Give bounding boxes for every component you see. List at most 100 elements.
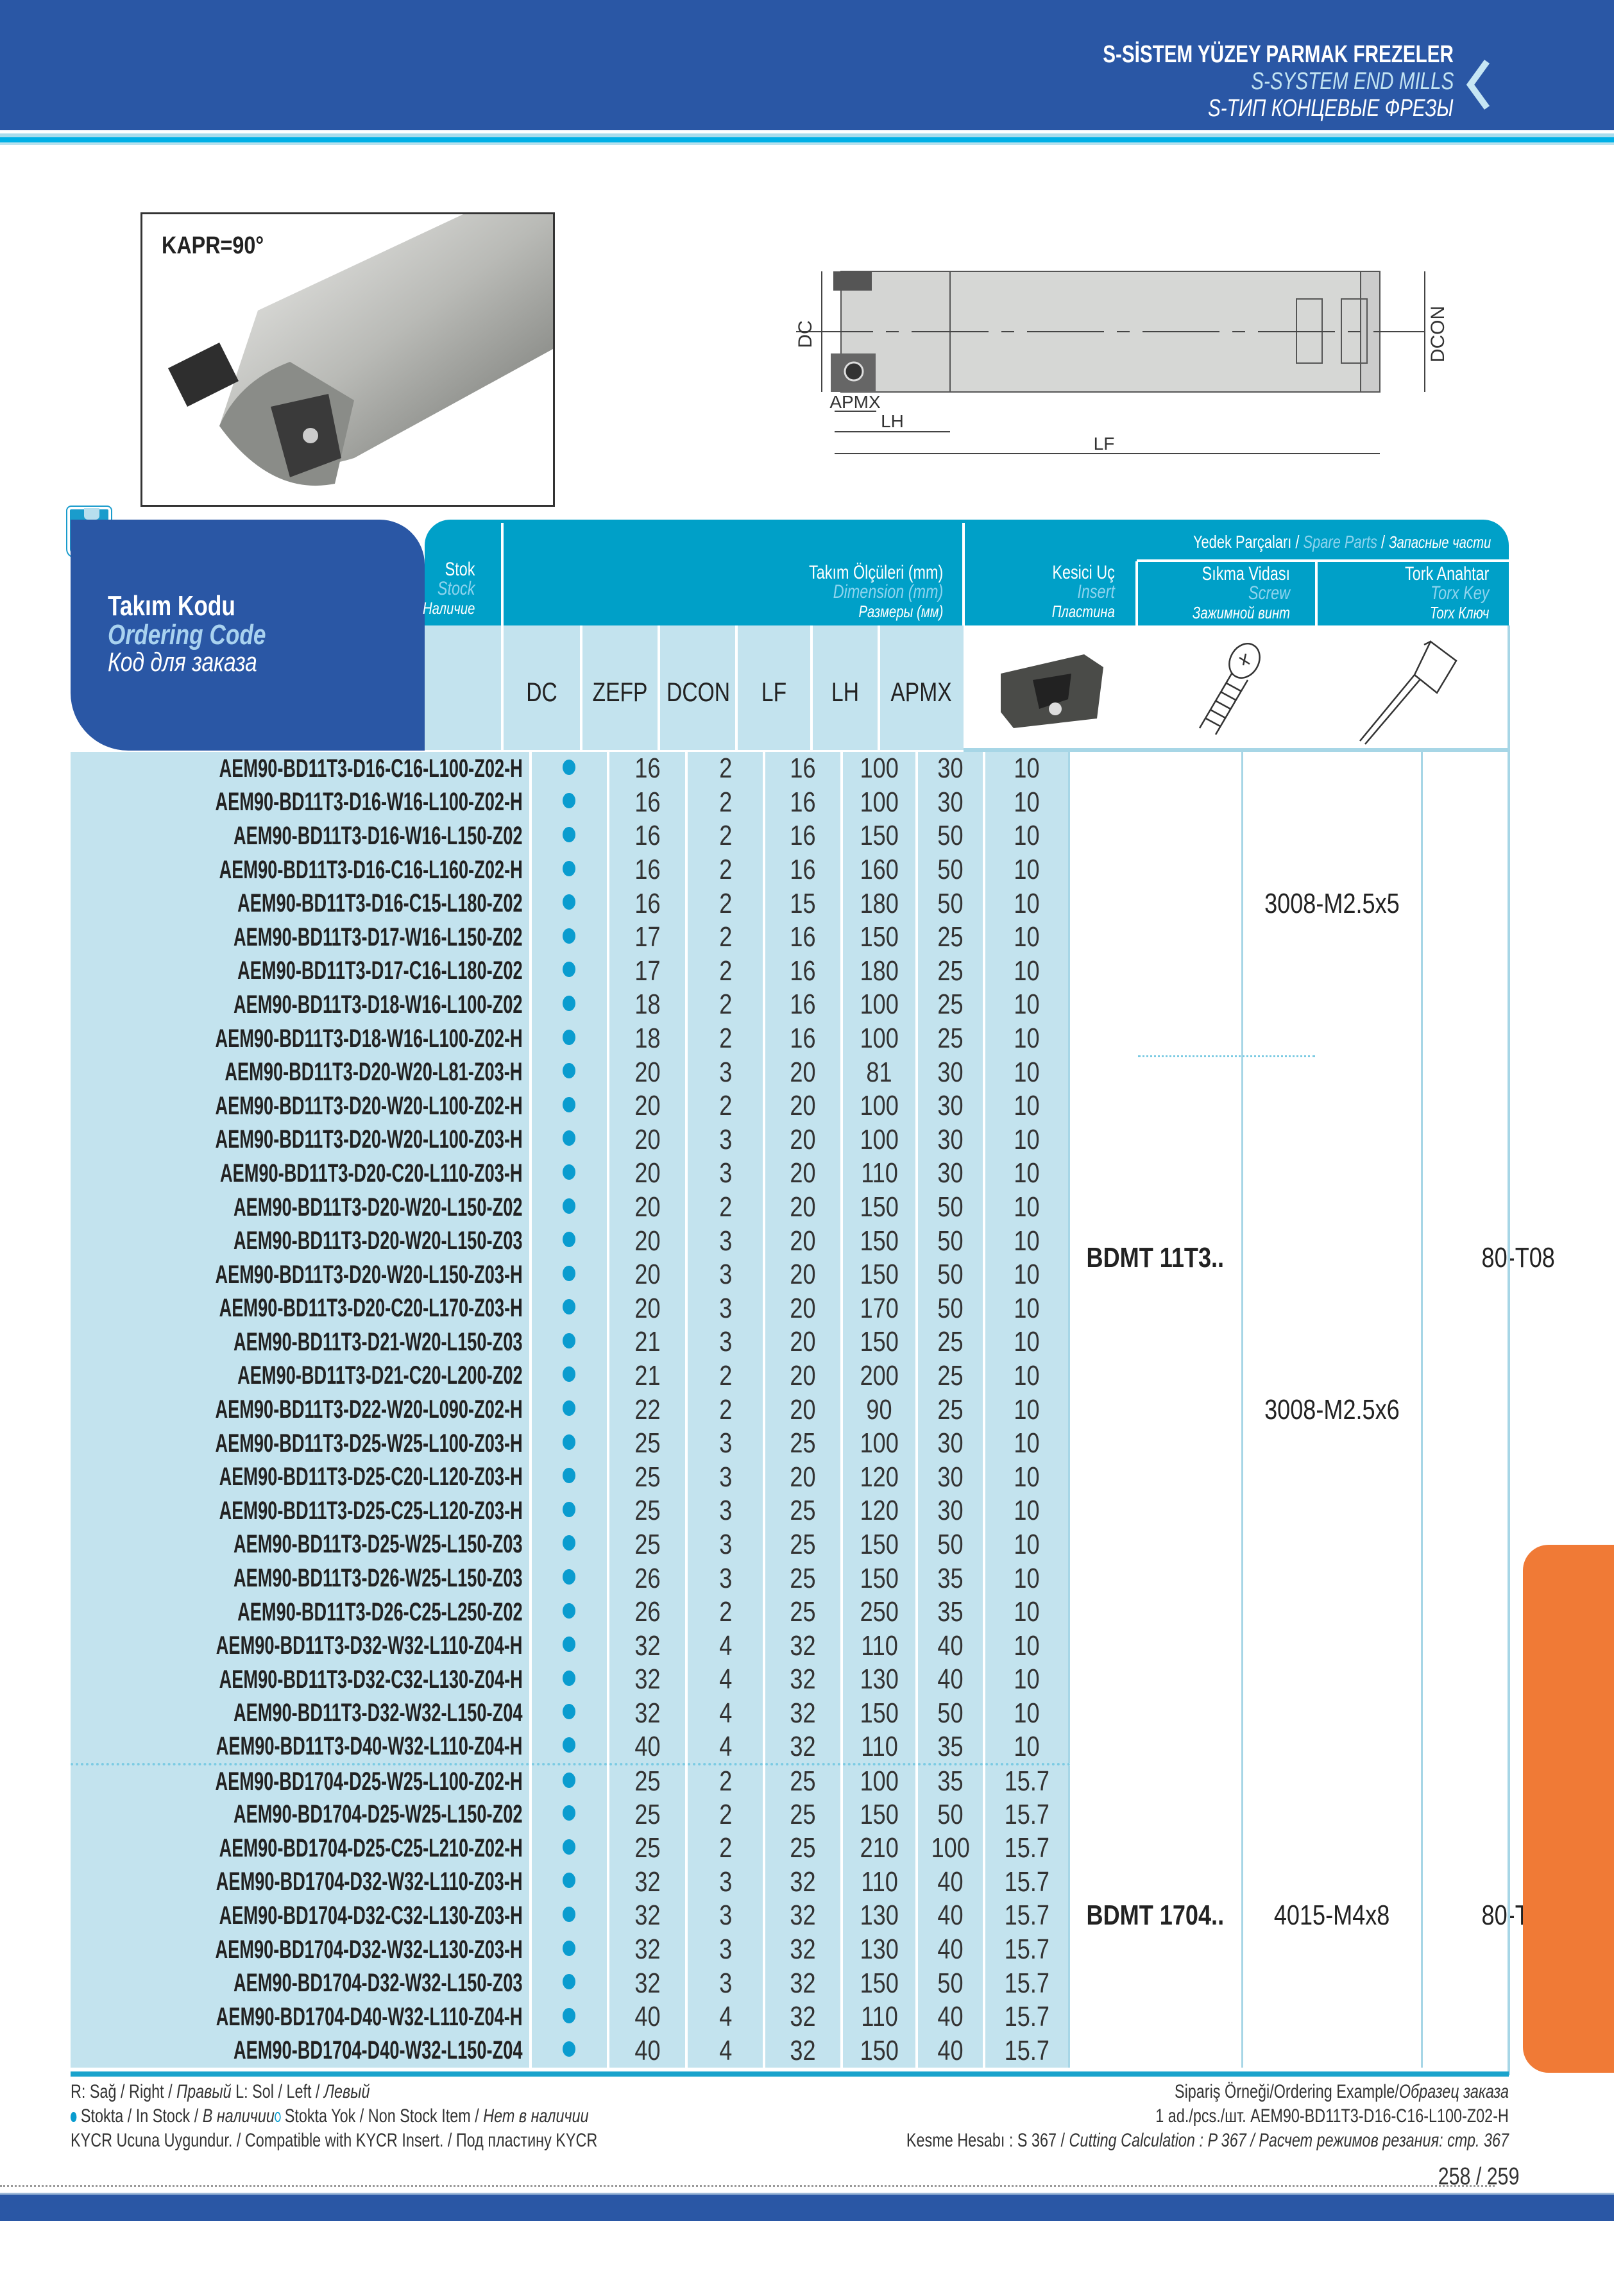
- cell-zefp: 2: [685, 1798, 765, 1832]
- cell-zefp: 2: [685, 1190, 765, 1225]
- ordering-example-title: Sipariş Örneği/Ordering Example/Образец …: [1174, 2081, 1509, 2102]
- in-stock-dot-icon: [563, 1265, 576, 1281]
- in-stock-dot-icon: [563, 759, 576, 775]
- cell-lh: 50: [915, 1696, 985, 1731]
- cell-dc: 20: [606, 1123, 687, 1157]
- cell-zefp: 2: [685, 1021, 765, 1056]
- cell-dc: 16: [606, 853, 687, 887]
- cell-apmx: 10: [983, 1595, 1069, 1629]
- cell-dc: 20: [606, 1224, 687, 1258]
- cell-apmx: 10: [983, 1291, 1069, 1326]
- cell-apmx: 10: [983, 752, 1069, 786]
- insert-cell: BDMT 11T3..: [1067, 752, 1243, 1764]
- screw-header-tr: Sıkma Vidası: [1202, 563, 1290, 584]
- ordering-code: AEM90-BD1704-D32-W32-L130-Z03-H: [71, 1932, 531, 1967]
- in-stock-dot-icon: [563, 1535, 576, 1551]
- cell-dc: 25: [606, 1764, 687, 1798]
- ordering-example-value: 1 ad./pcs./шт. AEM90-BD11T3-D16-C16-L100…: [1155, 2105, 1509, 2127]
- cell-apmx: 15.7: [983, 1865, 1069, 1900]
- cell-lh: 40: [915, 1663, 985, 1697]
- cell-lf: 100: [840, 1123, 917, 1157]
- cell-apmx: 15.7: [983, 1966, 1069, 2000]
- table-header-band: [425, 520, 1509, 625]
- cell-apmx: 10: [983, 1157, 1069, 1191]
- table-row: AEM90-BD11T3-D22-W20-L090-Z02-H 22 2 20 90 25…: [71, 1393, 1614, 1427]
- divider: [1135, 561, 1138, 625]
- cell-dc: 16: [606, 785, 687, 820]
- cell-lh: 40: [915, 2000, 985, 2034]
- cell-lh: 25: [915, 920, 985, 955]
- table-row: AEM90-BD11T3-D20-C20-L110-Z03-H 20 3 20 110 3…: [71, 1157, 1614, 1191]
- in-stock-dot-icon: [563, 1096, 576, 1112]
- cell-dcon: 20: [763, 1460, 842, 1495]
- cell-lf: 150: [840, 1257, 917, 1292]
- stock-status: [529, 1629, 608, 1663]
- cell-zefp: 2: [685, 1764, 765, 1798]
- cell-lf: 150: [840, 1527, 917, 1562]
- screw-header-ru: Зажимной винт: [1192, 603, 1290, 622]
- cell-dc: 20: [606, 1257, 687, 1292]
- cell-lf: 210: [840, 1832, 917, 1866]
- cell-zefp: 2: [685, 1359, 765, 1393]
- dc-dim-label: DC: [795, 320, 816, 348]
- cell-dc: 17: [606, 920, 687, 955]
- in-stock-dot-icon: [563, 1130, 576, 1146]
- in-stock-dot-icon: [563, 860, 576, 876]
- chevron-left-icon[interactable]: [1464, 59, 1493, 110]
- stock-status: [529, 1527, 608, 1562]
- in-stock-dot-icon: [563, 1164, 576, 1180]
- title-ru: S-ТИП КОНЦЕВЫЕ ФРЕЗЫ: [1208, 95, 1454, 122]
- ordering-code: AEM90-BD1704-D25-C25-L210-Z02-H: [71, 1832, 531, 1866]
- cell-dc: 25: [606, 1798, 687, 1832]
- cell-dc: 32: [606, 1629, 687, 1663]
- table-border: [1508, 625, 1510, 2075]
- cell-zefp: 2: [685, 1089, 765, 1123]
- cell-lh: 50: [915, 1190, 985, 1225]
- in-stock-dot-icon: [563, 1906, 576, 1922]
- stock-status: [529, 1190, 608, 1225]
- cell-lh: 25: [915, 954, 985, 989]
- cell-dc: 32: [606, 1696, 687, 1731]
- cell-lh: 30: [915, 1055, 985, 1089]
- cell-zefp: 3: [685, 1899, 765, 1933]
- cell-apmx: 10: [983, 1730, 1069, 1765]
- cell-dc: 21: [606, 1325, 687, 1359]
- cell-zefp: 2: [685, 954, 765, 989]
- cell-zefp: 4: [685, 1663, 765, 1697]
- cell-apmx: 10: [983, 1663, 1069, 1697]
- insert-header-en: Insert: [1077, 581, 1115, 602]
- cell-apmx: 15.7: [983, 1832, 1069, 1866]
- table-row: AEM90-BD11T3-D16-C16-L160-Z02-H 16 2 16 160 5…: [71, 853, 1614, 887]
- cell-lf: 100: [840, 785, 917, 820]
- cell-lf: 100: [840, 1426, 917, 1461]
- ordering-code: AEM90-BD11T3-D18-W16-L100-Z02-H: [71, 1021, 531, 1056]
- in-stock-dot-icon: [563, 1332, 576, 1348]
- ordering-code: AEM90-BD11T3-D16-C16-L100-Z02-H: [71, 752, 531, 786]
- cell-lf: 100: [840, 1764, 917, 1798]
- ordering-code: AEM90-BD11T3-D20-W20-L150-Z03: [71, 1224, 531, 1258]
- section-tab[interactable]: [1523, 1545, 1614, 2073]
- divider: [0, 2185, 1495, 2187]
- in-stock-dot-icon: [563, 1468, 576, 1484]
- cell-lf: 150: [840, 2034, 917, 2068]
- in-stock-dot-icon: [563, 1805, 576, 1821]
- table-row: AEM90-BD11T3-D32-C32-L130-Z04-H 32 4 32 130 4…: [71, 1663, 1614, 1697]
- cell-zefp: 3: [685, 1325, 765, 1359]
- cell-lf: 120: [840, 1460, 917, 1495]
- cell-dc: 25: [606, 1426, 687, 1461]
- cell-dcon: 32: [763, 1696, 842, 1731]
- insert-image: [1001, 654, 1103, 728]
- screw-icon: [1198, 643, 1261, 735]
- cell-apmx: 10: [983, 988, 1069, 1022]
- kapr-label: KAPR=90°: [162, 232, 264, 259]
- cell-lh: 50: [915, 853, 985, 887]
- cell-dc: 25: [606, 1494, 687, 1528]
- stock-status: [529, 1460, 608, 1495]
- cell-lf: 100: [840, 988, 917, 1022]
- divider: [1138, 1055, 1315, 1058]
- cell-dcon: 32: [763, 1932, 842, 1967]
- cell-dcon: 25: [763, 1595, 842, 1629]
- stock-status: [529, 1426, 608, 1461]
- ordering-code: AEM90-BD11T3-D16-W16-L150-Z02: [71, 819, 531, 853]
- stock-status: [529, 1494, 608, 1528]
